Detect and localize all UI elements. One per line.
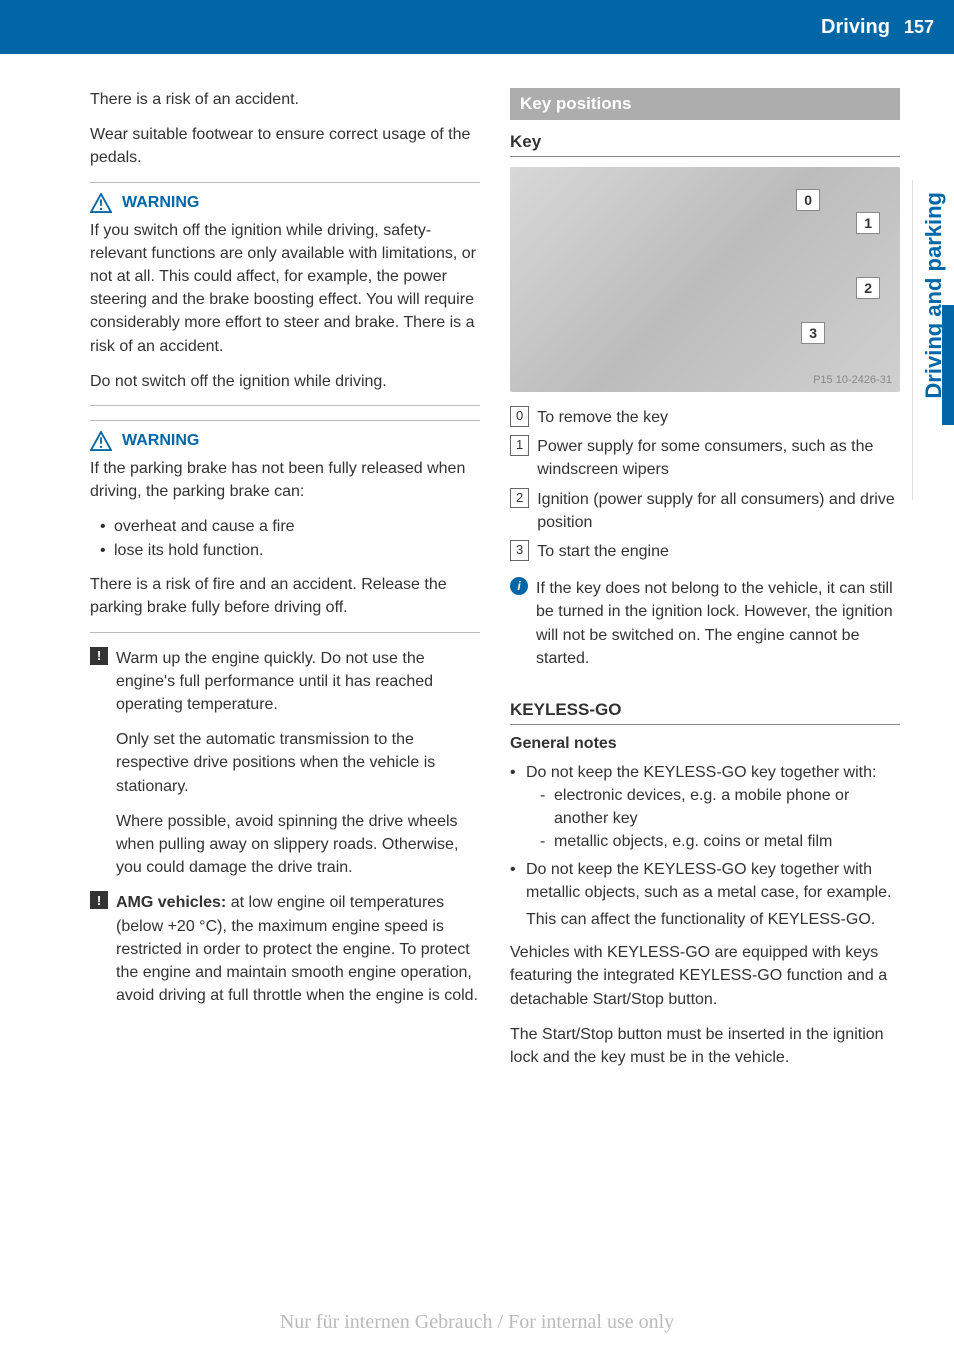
note-warmup: ! Warm up the engine quickly. Do not use… — [90, 647, 480, 717]
subsection-keyless: KEYLESS-GO — [510, 700, 900, 725]
content-area: There is a risk of an accident. Wear sui… — [0, 54, 954, 1081]
subsection-key: Key — [510, 132, 900, 157]
note-warmup-text: Warm up the engine quickly. Do not use t… — [116, 650, 433, 713]
keyless-item-1: Do not keep the KEYLESS-GO key together … — [510, 761, 900, 854]
key-position-list: 0To remove the key 1Power supply for som… — [510, 406, 900, 563]
note-amg: ! AMG vehicles: at low engine oil temper… — [90, 891, 480, 1019]
callout-3: 3 — [801, 322, 825, 344]
num-3: 3 — [510, 540, 529, 561]
warning2-text1: If the parking brake has not been fully … — [90, 457, 480, 503]
keyless-sublist: electronic devices, e.g. a mobile phone … — [526, 784, 900, 854]
warning2-list: overheat and cause a fire lose its hold … — [90, 515, 480, 563]
keypos-1: 1Power supply for some consumers, such a… — [510, 435, 900, 481]
intro-footwear: Wear suitable footwear to ensure correct… — [90, 123, 480, 169]
header-title: Driving — [821, 16, 890, 39]
left-column: There is a risk of an accident. Wear sui… — [90, 88, 480, 1081]
general-notes-heading: General notes — [510, 735, 900, 753]
warning2-li2: lose its hold function. — [100, 539, 480, 563]
warning-header-1: WARNING — [90, 193, 480, 213]
page-number: 157 — [904, 17, 934, 38]
warning-box-2: WARNING If the parking brake has not bee… — [90, 420, 480, 633]
info-key-note: i If the key does not belong to the vehi… — [510, 577, 900, 682]
warning-label-2: WARNING — [122, 432, 199, 450]
info-key-text: If the key does not belong to the vehicl… — [536, 577, 900, 670]
callout-0: 0 — [796, 189, 820, 211]
right-column: Key positions Key 0 1 2 3 P15 10-2426-31… — [510, 88, 900, 1081]
warning-triangle-icon — [90, 431, 112, 451]
intro-risk: There is a risk of an accident. — [90, 88, 480, 111]
warning-box-1: WARNING If you switch off the ignition w… — [90, 182, 480, 406]
callout-2: 2 — [856, 277, 880, 299]
warning2-li1: overheat and cause a fire — [100, 515, 480, 539]
num-1: 1 — [510, 435, 529, 456]
watermark: Nur für internen Gebrauch / For internal… — [0, 1311, 954, 1334]
info-icon: i — [510, 577, 528, 595]
side-tab-marker — [942, 305, 954, 425]
figure-reference: P15 10-2426-31 — [813, 374, 892, 386]
keyless-list: Do not keep the KEYLESS-GO key together … — [510, 761, 900, 931]
warning1-text1: If you switch off the ignition while dri… — [90, 219, 480, 358]
keyless-sub-2: metallic objects, e.g. coins or metal fi… — [540, 830, 900, 853]
keypos-2: 2Ignition (power supply for all consumer… — [510, 488, 900, 534]
num-0: 0 — [510, 406, 529, 427]
keyless-p2: The Start/Stop button must be inserted i… — [510, 1023, 900, 1069]
keypos-0: 0To remove the key — [510, 406, 900, 429]
exclamation-icon: ! — [90, 891, 108, 909]
amg-bold: AMG vehicles: — [116, 894, 226, 911]
keyless-item-2b: This can affect the functionality of KEY… — [526, 908, 900, 931]
ignition-figure: 0 1 2 3 P15 10-2426-31 — [510, 167, 900, 392]
keyless-item-2: Do not keep the KEYLESS-GO key together … — [510, 858, 900, 932]
section-key-positions: Key positions — [510, 88, 900, 120]
warning-triangle-icon — [90, 193, 112, 213]
warning1-text2: Do not switch off the ignition while dri… — [90, 370, 480, 393]
callout-1: 1 — [856, 212, 880, 234]
keyless-p1: Vehicles with KEYLESS-GO are equipped wi… — [510, 941, 900, 1011]
note-spinning: Where possible, avoid spinning the drive… — [90, 810, 480, 880]
num-2: 2 — [510, 488, 529, 509]
warning-label-1: WARNING — [122, 194, 199, 212]
keyless-sub-1: electronic devices, e.g. a mobile phone … — [540, 784, 900, 830]
note-transmission: Only set the automatic transmission to t… — [90, 728, 480, 798]
keypos-3: 3To start the engine — [510, 540, 900, 563]
warning-header-2: WARNING — [90, 431, 480, 451]
exclamation-icon: ! — [90, 647, 108, 665]
page-header: Driving 157 — [0, 0, 954, 54]
warning2-text2: There is a risk of fire and an accident.… — [90, 573, 480, 619]
